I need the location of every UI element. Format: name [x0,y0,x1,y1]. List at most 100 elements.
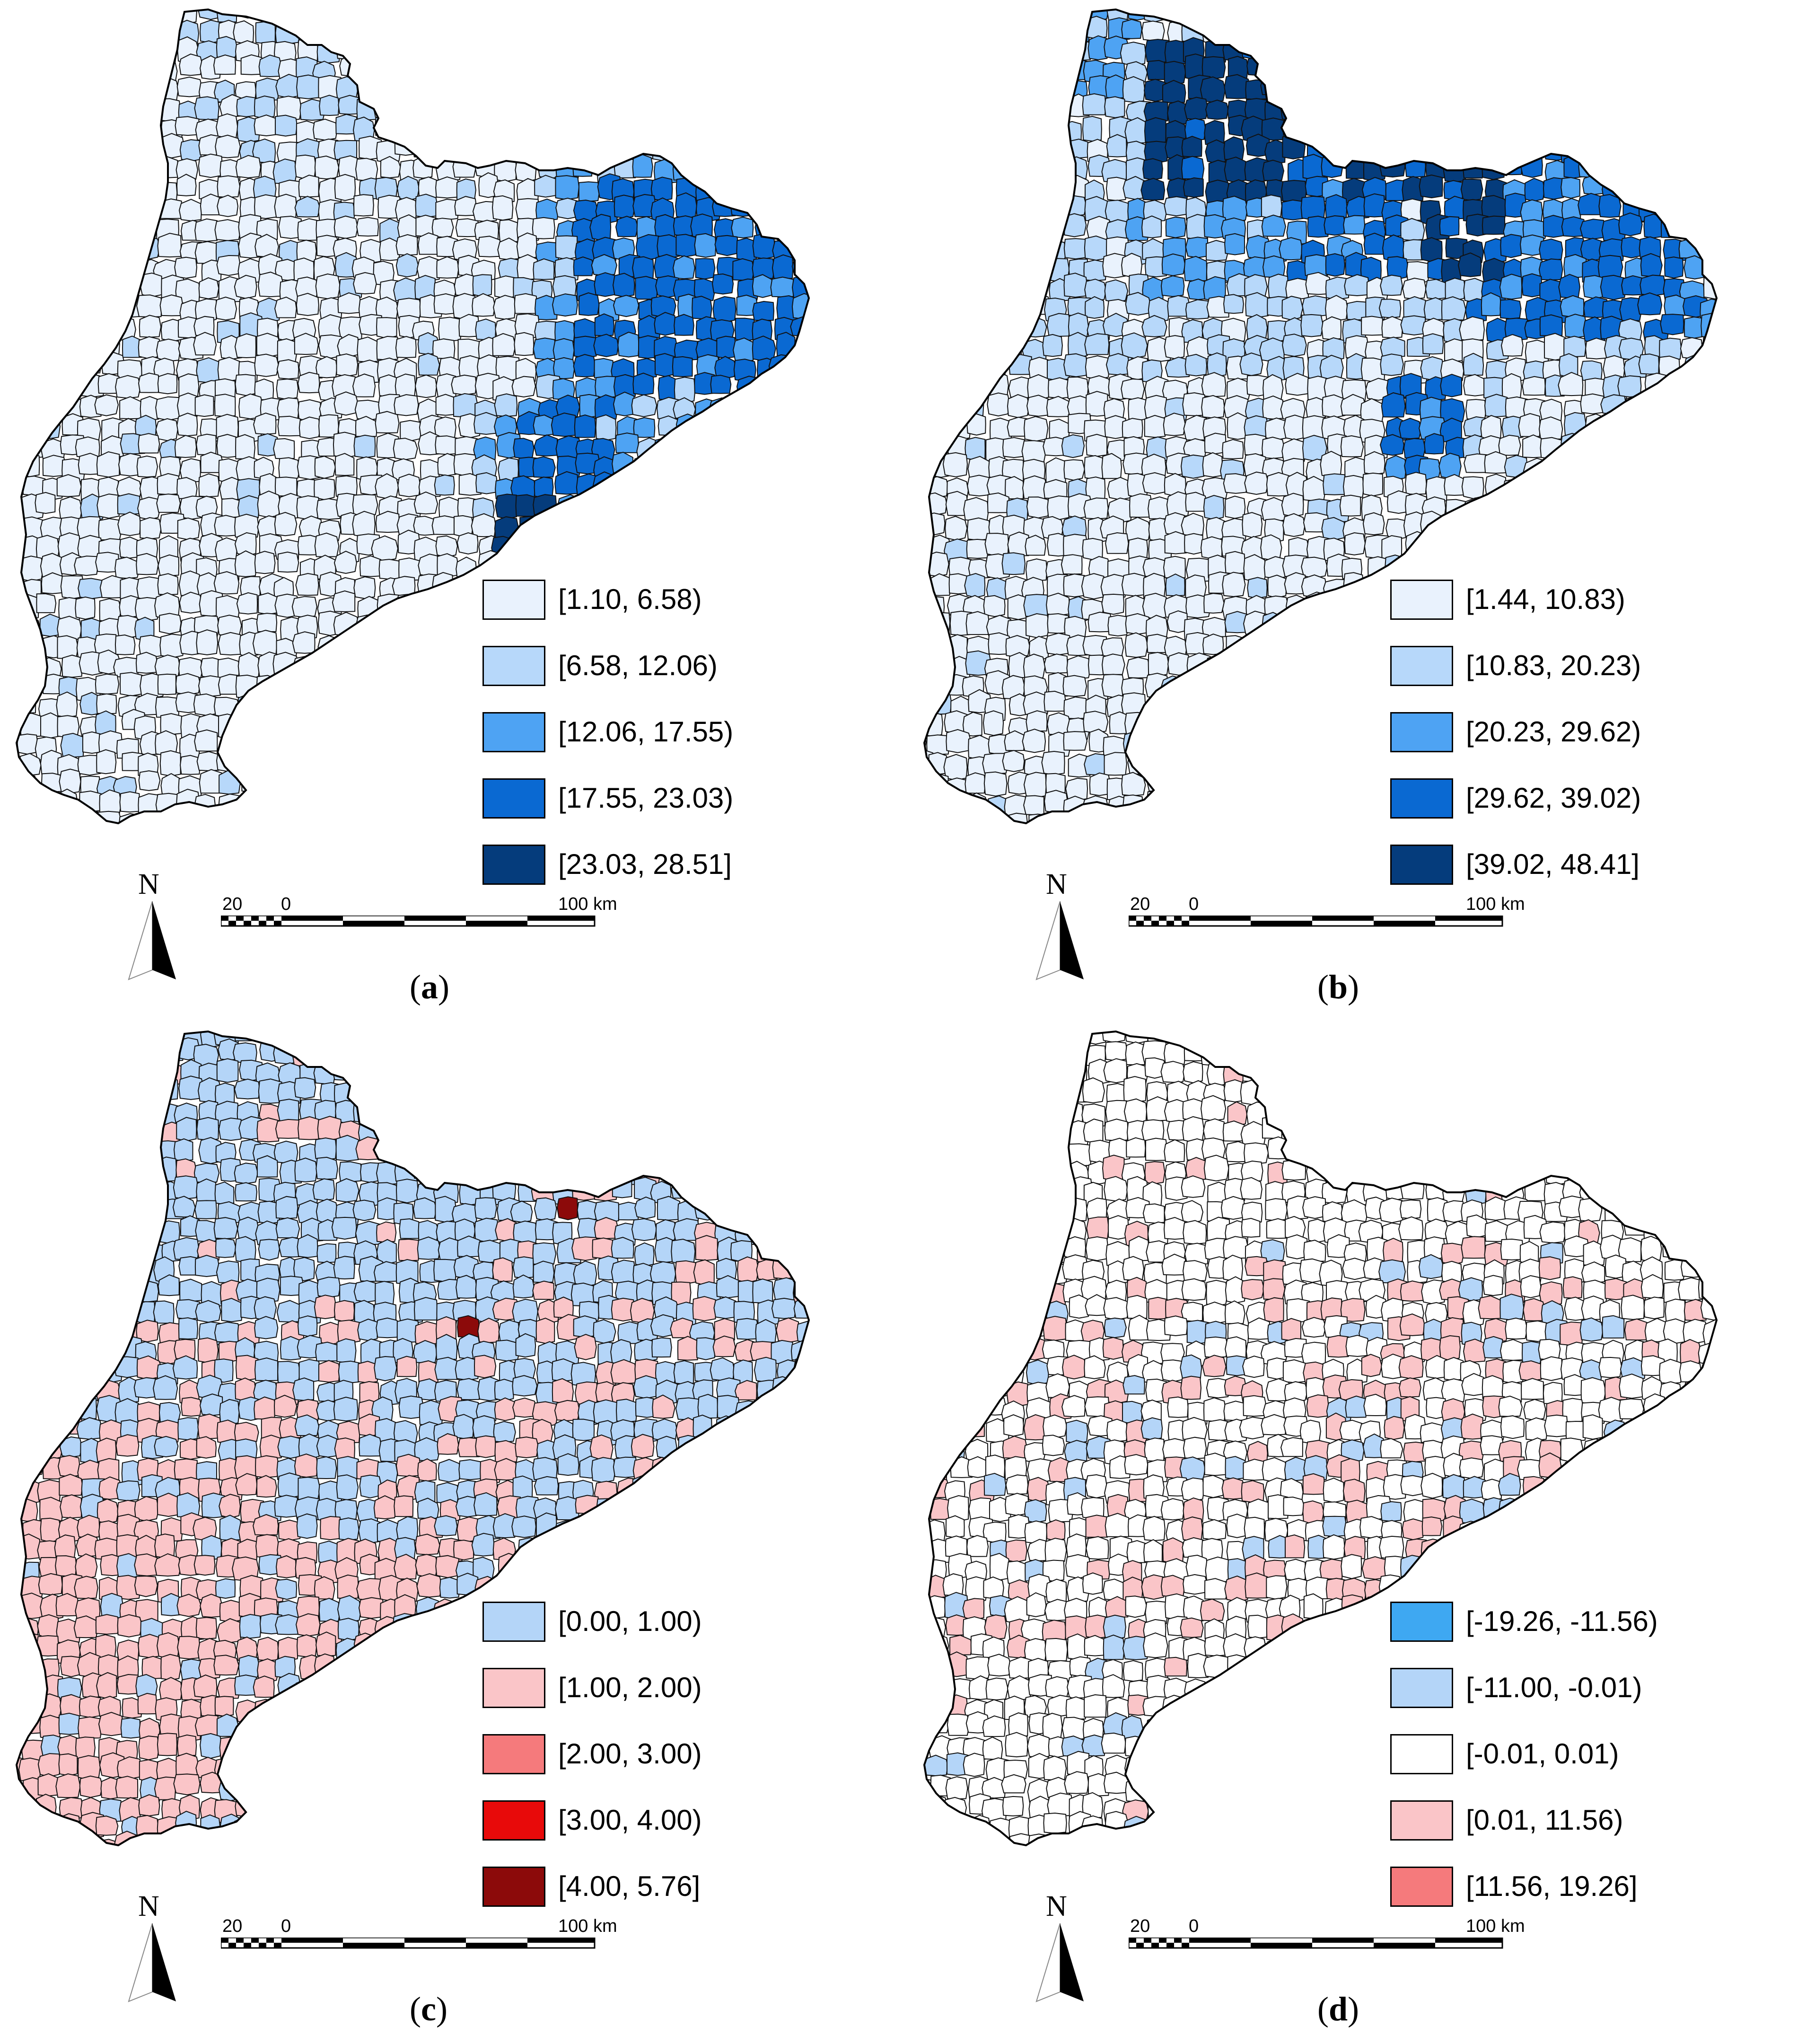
municipality-cell [1023,653,1046,679]
municipality-cell [515,1436,539,1459]
municipality-cell [1104,1379,1129,1404]
municipality-cell [1001,1774,1026,1794]
municipality-cell [655,1219,677,1243]
municipality-cell [1081,1734,1106,1757]
municipality-cell [1002,1796,1024,1816]
municipality-cell [155,418,178,441]
municipality-cell [1144,395,1167,419]
municipality-cell [254,1357,279,1382]
legend-swatch [1390,1602,1453,1642]
municipality-cell [138,770,161,791]
municipality-cell [17,1575,22,1599]
municipality-cell [494,1440,519,1463]
scale-bar [1129,1938,1503,1949]
municipality-cell [1267,574,1287,599]
municipality-cell [1404,472,1427,495]
municipality-cell [1282,513,1306,537]
municipality-cell [1181,1200,1204,1224]
municipality-cell [985,1677,1008,1700]
municipality-cell [452,1414,474,1439]
municipality-cell [216,1713,239,1737]
municipality-cell [415,1554,438,1577]
municipality-cell [194,1255,220,1278]
municipality-cell [1363,1393,1387,1417]
municipality-cell [552,293,578,317]
municipality-cell [178,1317,199,1340]
municipality-cell [337,1320,361,1344]
municipality-cell [332,590,356,612]
municipality-cell [60,732,84,758]
municipality-cell [135,1815,159,1841]
municipality-cell [1225,1456,1246,1480]
municipality-cell [56,1813,81,1839]
municipality-cell [157,1492,181,1517]
municipality-cell [238,1655,261,1678]
municipality-cell [138,1794,160,1816]
municipality-cell [156,338,181,362]
municipality-cell [1424,1455,1447,1479]
municipality-cell [1598,238,1624,262]
municipality-cell [35,492,56,514]
municipality-cell [316,1277,341,1298]
municipality-cell [1224,1300,1245,1324]
municipality-cell [515,358,537,383]
municipality-cell [1122,1660,1143,1682]
municipality-cell [1402,176,1424,202]
municipality-cell [982,1736,1003,1760]
municipality-cell [1026,1734,1051,1759]
municipality-cell [1068,753,1091,778]
municipality-cell [116,1575,141,1600]
north-label: N [1046,1890,1067,1922]
municipality-cell [1141,215,1162,238]
catalonia-map [923,8,1718,825]
municipality-cell [534,1476,559,1496]
legend-label: [1.44, 10.83) [1466,583,1625,615]
municipality-cell [1500,234,1522,258]
municipality-cell [1124,632,1149,658]
legend-swatch [482,646,545,686]
municipality-cell [1482,215,1506,235]
municipality-cell [1440,1417,1467,1442]
municipality-cell [57,1455,80,1477]
municipality-cell [138,372,160,393]
municipality-cell [1524,177,1545,202]
legend-swatch [482,1867,545,1907]
municipality-cell [196,433,217,456]
municipality-cell [238,794,263,819]
municipality-cell [571,1236,598,1261]
municipality-cell [1366,1595,1392,1616]
municipality-cell [692,296,712,319]
municipality-cell [1281,1159,1306,1181]
municipality-cell [1282,134,1306,159]
municipality-cell [1263,1278,1286,1300]
municipality-cell [1061,434,1085,458]
municipality-cell [514,332,535,356]
north-arrow-icon [128,1923,176,2002]
municipality-cell [357,1318,378,1341]
municipality-cell [456,532,479,555]
municipality-cell [1160,1359,1184,1383]
catalonia-map [923,1030,1718,1847]
municipality-cell [275,1578,298,1600]
municipality-cell [216,1260,240,1284]
municipality-cell [1458,252,1482,277]
municipality-cell [412,135,438,159]
municipality-cell [1538,258,1563,281]
municipality-cell [554,1400,580,1421]
municipality-cell [1558,273,1581,299]
legend-swatch [482,1734,545,1774]
municipality-cell [36,1794,57,1820]
municipality-cell [17,1498,38,1522]
municipality-cell [1025,535,1046,556]
municipality-cell [95,673,120,695]
municipality-cell [732,337,756,362]
municipality-cell [1122,1375,1145,1395]
municipality-cell [983,1472,1007,1497]
municipality-cell [1702,334,1717,360]
municipality-cell [1201,18,1224,44]
panel-caption: (d) [1317,1992,1359,2026]
municipality-cell [314,1137,337,1160]
municipality-cell [1243,1395,1267,1417]
municipality-cell [1181,1516,1203,1542]
map-panel-d: [-19.26, -11.56) [-11.00, -0.01) [-0.01,… [908,1022,1815,2044]
